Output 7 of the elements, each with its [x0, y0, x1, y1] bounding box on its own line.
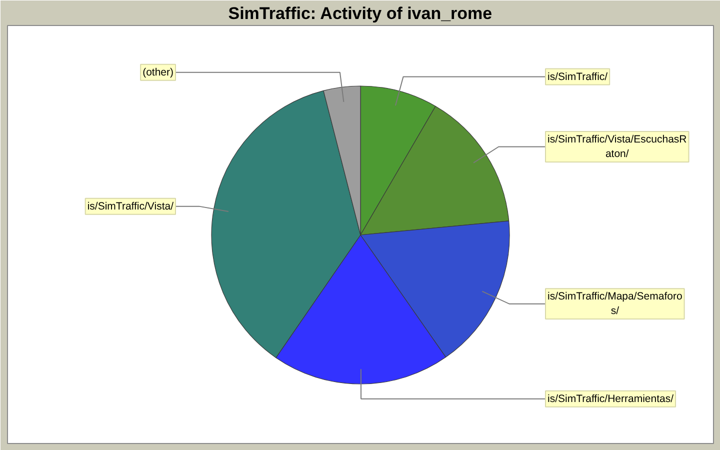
slice-label: is/SimTraffic/Vista/ — [87, 200, 174, 212]
slice-label: is/SimTraffic/Mapa/Semaforo s/ — [548, 290, 682, 318]
slice-label: is/SimTraffic/Herramientas/ — [548, 392, 674, 405]
slice-label: (other) — [142, 66, 174, 78]
chart-title: SimTraffic: Activity of ivan_rome — [228, 4, 492, 23]
slice-label: is/SimTraffic/ — [548, 70, 608, 83]
slice-label: is/SimTraffic/Vista/EscuchasR aton/ — [548, 134, 688, 160]
